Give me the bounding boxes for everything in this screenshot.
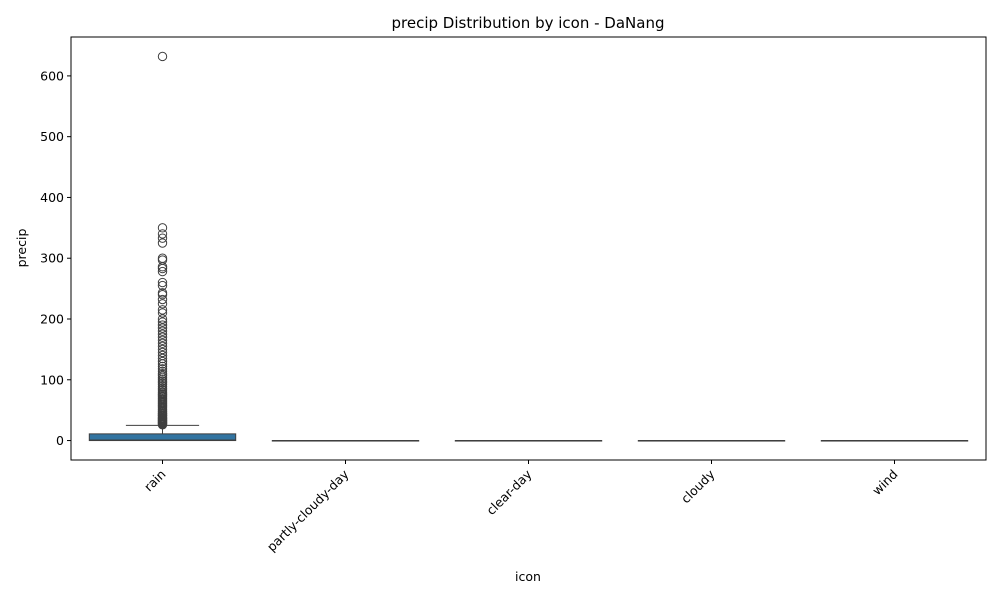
chart-title: precip Distribution by icon - DaNang	[392, 14, 665, 32]
outlier-point	[157, 308, 168, 318]
outlier-point	[157, 329, 168, 339]
outlier-point	[157, 338, 168, 349]
x-tick-label: wind	[869, 467, 901, 499]
box-group	[271, 440, 420, 442]
outlier-point	[157, 326, 168, 336]
x-tick-label: partly-cloudy-day	[264, 466, 352, 554]
box-group	[820, 440, 969, 442]
outlier-point	[157, 289, 168, 300]
plot-area	[88, 51, 969, 442]
plot-frame	[70, 36, 987, 461]
x-axis-label: icon	[515, 569, 541, 584]
outlier-point	[157, 332, 168, 342]
y-tick-label: 300	[40, 251, 64, 266]
outlier-point	[157, 344, 168, 355]
outlier-point	[157, 233, 168, 243]
outlier-point	[157, 305, 168, 315]
outlier-point	[157, 266, 168, 277]
y-axis: 0 100 200 300 400 500 600	[40, 68, 71, 448]
y-axis-label: precip	[14, 229, 29, 268]
y-tick-label: 100	[40, 372, 64, 387]
outlier-point	[157, 238, 168, 248]
outlier-point	[157, 368, 168, 379]
outlier-point	[157, 347, 168, 358]
outlier-point	[157, 223, 168, 233]
box-group	[637, 440, 786, 442]
x-tick-label: cloudy	[678, 466, 718, 506]
outlier-point	[157, 317, 168, 327]
outlier-point	[157, 51, 168, 62]
outlier-point	[157, 294, 168, 305]
outlier-point	[157, 253, 168, 263]
outlier-point	[157, 341, 168, 352]
x-tick-label: clear-day	[483, 466, 535, 518]
outlier-point	[157, 366, 168, 376]
outlier-point	[157, 353, 168, 364]
outlier-point	[157, 277, 168, 288]
outlier-point	[157, 299, 168, 309]
outlier-point	[157, 364, 168, 374]
y-tick-label: 500	[40, 129, 64, 144]
outlier-point	[157, 320, 168, 330]
outlier-point	[157, 314, 168, 324]
box-group	[454, 440, 603, 442]
y-tick-label: 400	[40, 190, 64, 205]
outlier-point	[157, 323, 168, 333]
y-tick-label: 200	[40, 312, 64, 327]
outlier-point	[157, 356, 168, 367]
x-axis: rain partly-cloudy-day clear-day cloudy wind	[141, 460, 901, 554]
outlier-point	[157, 280, 168, 291]
outlier-point	[157, 335, 168, 345]
y-tick-label: 600	[40, 68, 64, 83]
outlier-point	[157, 229, 168, 239]
outlier-point	[157, 288, 168, 298]
y-tick-label: 0	[56, 433, 64, 448]
x-tick-label: rain	[141, 467, 169, 495]
outlier-point	[157, 350, 168, 361]
box-group	[88, 51, 237, 442]
box-iqr	[88, 433, 237, 442]
